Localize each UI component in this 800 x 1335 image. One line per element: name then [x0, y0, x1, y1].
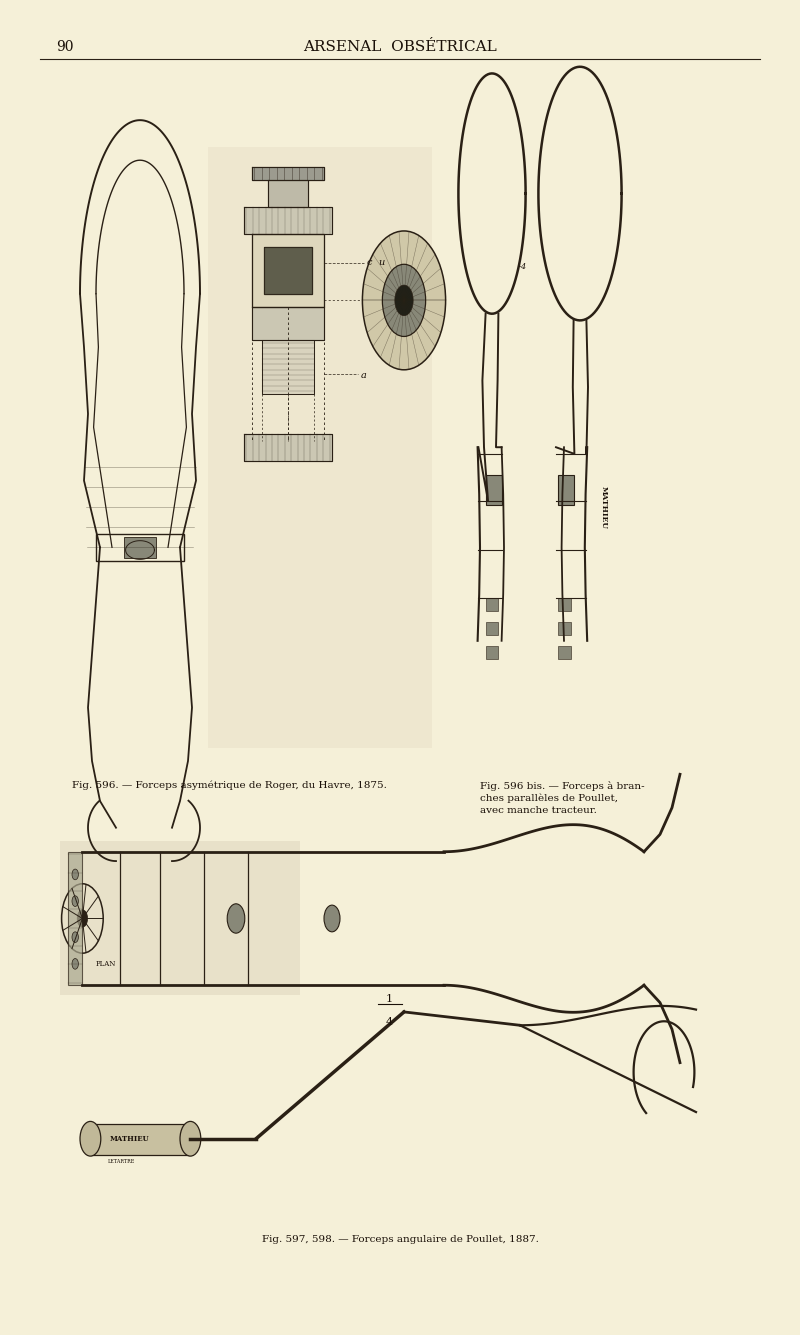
- Text: a: a: [361, 371, 366, 379]
- Bar: [486, 622, 498, 635]
- Circle shape: [362, 231, 446, 370]
- Circle shape: [324, 905, 340, 932]
- Circle shape: [382, 264, 426, 336]
- Text: 4: 4: [386, 1017, 393, 1027]
- Circle shape: [77, 910, 88, 926]
- Polygon shape: [252, 234, 324, 307]
- Polygon shape: [262, 340, 314, 394]
- Text: PLAN: PLAN: [96, 960, 116, 968]
- Bar: [558, 475, 574, 505]
- Bar: [208, 147, 432, 748]
- Bar: [68, 852, 82, 985]
- Text: Fig. 597, 598. — Forceps angulaire de Poullet, 1887.: Fig. 597, 598. — Forceps angulaire de Po…: [262, 1235, 538, 1244]
- Text: Fig. 596 bis. — Forceps à bran-
ches parallèles de Poullet,
avec manche tracteur: Fig. 596 bis. — Forceps à bran- ches par…: [480, 781, 645, 816]
- Text: Fig. 596. — Forceps asymétrique de Roger, du Havre, 1875.: Fig. 596. — Forceps asymétrique de Roger…: [72, 781, 387, 790]
- Text: MATHIEU: MATHIEU: [110, 1135, 150, 1143]
- Polygon shape: [244, 207, 332, 234]
- Bar: [558, 598, 571, 611]
- Polygon shape: [264, 247, 312, 294]
- Circle shape: [72, 869, 78, 880]
- Text: LETARTRE: LETARTRE: [108, 1159, 135, 1164]
- Circle shape: [80, 1121, 101, 1156]
- Circle shape: [227, 904, 245, 933]
- Circle shape: [395, 286, 413, 315]
- Text: 90: 90: [56, 40, 74, 53]
- Polygon shape: [252, 167, 324, 180]
- Text: 1: 1: [386, 995, 393, 1004]
- Text: u: u: [378, 259, 385, 267]
- Bar: [558, 646, 571, 659]
- Text: ARSENAL  OBSÉTRICAL: ARSENAL OBSÉTRICAL: [303, 40, 497, 53]
- Bar: [486, 475, 502, 505]
- Circle shape: [72, 959, 78, 969]
- Text: c: c: [366, 259, 372, 267]
- Bar: [124, 537, 156, 558]
- Circle shape: [180, 1121, 201, 1156]
- Bar: [486, 646, 498, 659]
- Circle shape: [72, 896, 78, 906]
- Polygon shape: [244, 434, 332, 461]
- Bar: [90, 1124, 190, 1155]
- Bar: [60, 841, 300, 995]
- Text: -4: -4: [518, 263, 526, 271]
- Bar: [558, 622, 571, 635]
- Circle shape: [72, 932, 78, 943]
- Bar: [96, 534, 184, 561]
- Bar: [486, 598, 498, 611]
- Polygon shape: [268, 180, 308, 207]
- Text: MATHIEU: MATHIEU: [600, 486, 608, 529]
- Polygon shape: [252, 307, 324, 340]
